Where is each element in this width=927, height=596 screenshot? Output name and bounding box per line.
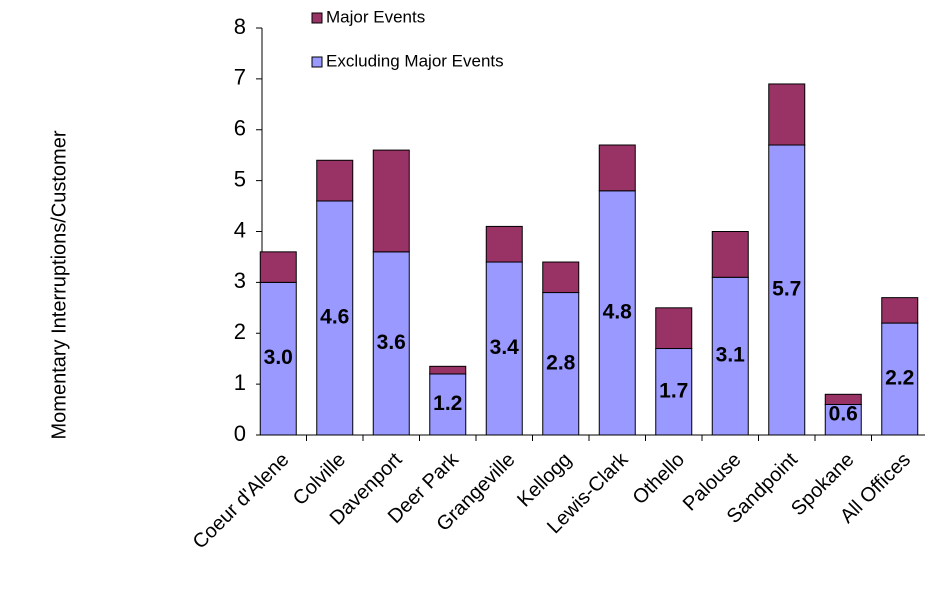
bar-segment	[824, 393, 862, 405]
y-tick-label: 6	[234, 116, 246, 141]
bar-segment	[372, 149, 410, 253]
bar-segment	[768, 83, 806, 146]
value-label: 1.7	[659, 379, 688, 402]
bar-segment	[881, 322, 919, 436]
bar-segment	[542, 261, 580, 294]
bar-segment	[711, 231, 749, 278]
bar-segment	[259, 281, 297, 436]
y-tick-label: 1	[234, 370, 246, 395]
value-label: 2.2	[885, 367, 914, 390]
value-label: 3.4	[490, 336, 520, 359]
bar-segment	[429, 365, 467, 375]
bar-segment	[655, 307, 693, 350]
value-label: 0.6	[829, 403, 858, 426]
bar-segment	[881, 297, 919, 324]
bar-segment	[711, 276, 749, 436]
legend-label: Excluding Major Events	[326, 51, 504, 70]
bar-segment	[372, 251, 410, 436]
bar-segment	[598, 190, 636, 436]
value-label: 5.7	[772, 278, 801, 301]
y-tick-label: 4	[234, 217, 246, 242]
value-label: 4.6	[320, 306, 349, 329]
x-tick-label: Coeur d'Alene	[189, 449, 294, 554]
y-tick-label: 8	[234, 14, 246, 39]
bar-segment	[824, 403, 862, 436]
value-label: 2.8	[546, 351, 576, 374]
y-tick-label: 0	[234, 421, 246, 446]
bar-segment	[429, 373, 467, 436]
bar-segment	[485, 225, 523, 263]
y-tick-label: 7	[234, 65, 246, 90]
bar-segment	[598, 144, 636, 192]
y-tick-label: 3	[234, 268, 246, 293]
value-label: 4.8	[603, 300, 633, 323]
bar-segment	[316, 159, 354, 202]
value-label: 3.1	[716, 344, 746, 367]
y-tick-label: 5	[234, 166, 246, 191]
value-label: 3.0	[264, 346, 293, 369]
legend-swatch	[311, 56, 323, 68]
value-label: 3.6	[377, 331, 406, 354]
legend-swatch	[311, 12, 323, 24]
y-tick-label: 2	[234, 319, 246, 344]
bar-segment	[259, 251, 297, 283]
bar-segment	[768, 144, 806, 436]
bar-segment	[542, 292, 580, 436]
value-label: 1.2	[433, 392, 462, 415]
legend-label: Major Events	[326, 7, 425, 26]
y-axis-title: Momentary Interruptions/Customer	[48, 130, 70, 439]
